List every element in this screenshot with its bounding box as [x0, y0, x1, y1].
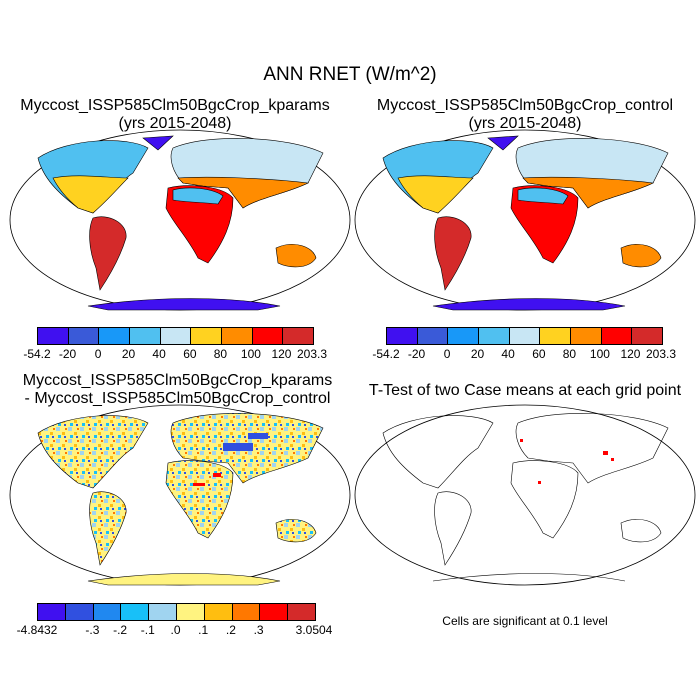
tick-label: 120	[620, 347, 641, 361]
colorbar-swatch	[160, 328, 192, 344]
tick-label: 20	[470, 347, 485, 361]
tick-label: 203.3	[296, 347, 328, 361]
panel-title-line: Myccost_ISSP585Clm50BgcCrop_kparams	[20, 97, 330, 114]
tick-label: .3	[253, 623, 264, 637]
colorbar-swatch	[509, 328, 541, 344]
colorbar-swatch	[387, 328, 418, 344]
map-control	[354, 129, 696, 311]
tick-label: 80	[562, 347, 577, 361]
tick-label: .0	[170, 623, 181, 637]
tick-label: .2	[225, 623, 236, 637]
colorbar-kparams	[37, 327, 314, 345]
tick-label: 100	[589, 347, 610, 361]
panel-subtitle: (yrs 2015-2048)	[468, 115, 582, 132]
panel-title-line: Myccost_ISSP585Clm50BgcCrop_control	[376, 97, 674, 114]
colorbar-swatch	[448, 328, 480, 344]
tick-label: -.2	[113, 623, 128, 637]
colorbar-swatch	[479, 328, 510, 344]
panel-title-control: Myccost_ISSP585Clm50BgcCrop_control (yrs…	[350, 97, 700, 133]
colorbar-swatch	[288, 604, 315, 620]
tick-label: 60	[532, 347, 546, 361]
tick-label: 0	[443, 347, 451, 361]
tick-label: 203.3	[645, 347, 677, 361]
colorbar-swatch	[540, 328, 572, 344]
tick-label: 80	[213, 347, 228, 361]
colorbar-swatch	[283, 328, 314, 344]
panel-subtitle: (yrs 2015-2048)	[118, 115, 232, 132]
tick-label: 40	[152, 347, 166, 361]
colorbar-swatch	[149, 604, 177, 620]
map-difference	[9, 404, 351, 586]
colorbar-swatch	[204, 604, 233, 620]
tick-label: -54.2	[23, 347, 51, 361]
panel-title-difference: Myccost_ISSP585Clm50BgcCrop_kparams - My…	[0, 372, 355, 408]
colorbar-swatch	[68, 328, 100, 344]
tick-label: 20	[121, 347, 136, 361]
panel-title-line: Myccost_ISSP585Clm50BgcCrop_kparams	[22, 372, 333, 389]
colorbar-swatch	[130, 328, 161, 344]
colorbar-swatch	[232, 604, 261, 620]
colorbar-swatch	[601, 328, 633, 344]
panel-title-kparams: Myccost_ISSP585Clm50BgcCrop_kparams (yrs…	[0, 97, 350, 133]
colorbar-swatch	[121, 604, 150, 620]
colorbar-swatch	[571, 328, 602, 344]
tick-label: .1	[198, 623, 209, 637]
tick-label: -.1	[140, 623, 155, 637]
colorbar-swatch	[99, 328, 131, 344]
colorbar-swatch	[38, 604, 66, 620]
tick-label: 0	[94, 347, 102, 361]
colorbar-swatch	[632, 328, 663, 344]
panel-title-ttest: T-Test of two Case means at each grid po…	[368, 382, 682, 399]
colorbar-swatch	[222, 328, 253, 344]
tick-label: 40	[501, 347, 515, 361]
map-ttest	[354, 404, 696, 586]
tick-label: 3.0504	[295, 623, 333, 637]
colorbar-swatch	[176, 604, 205, 620]
figure-title: ANN RNET (W/m^2)	[263, 64, 437, 85]
colorbar-swatch	[65, 604, 94, 620]
tick-label: -20	[58, 347, 77, 361]
colorbar-difference	[37, 603, 316, 621]
tick-label: -4.8432	[16, 623, 58, 637]
panel-subtitle: - Myccost_ISSP585Clm50BgcCrop_control	[24, 390, 331, 407]
tick-label: 120	[271, 347, 292, 361]
tick-label: -54.2	[372, 347, 400, 361]
colorbar-swatch	[38, 328, 69, 344]
colorbar-swatch	[252, 328, 284, 344]
tick-label: -20	[407, 347, 426, 361]
tick-label: 100	[240, 347, 261, 361]
tick-label: -.3	[85, 623, 100, 637]
tick-label: 60	[183, 347, 197, 361]
ttest-note: Cells are significant at 0.1 level	[442, 614, 608, 628]
colorbar-swatch	[260, 604, 289, 620]
colorbar-swatch	[191, 328, 223, 344]
map-kparams	[9, 129, 351, 311]
colorbar-swatch	[93, 604, 122, 620]
colorbar-control	[386, 327, 663, 345]
colorbar-swatch	[417, 328, 449, 344]
